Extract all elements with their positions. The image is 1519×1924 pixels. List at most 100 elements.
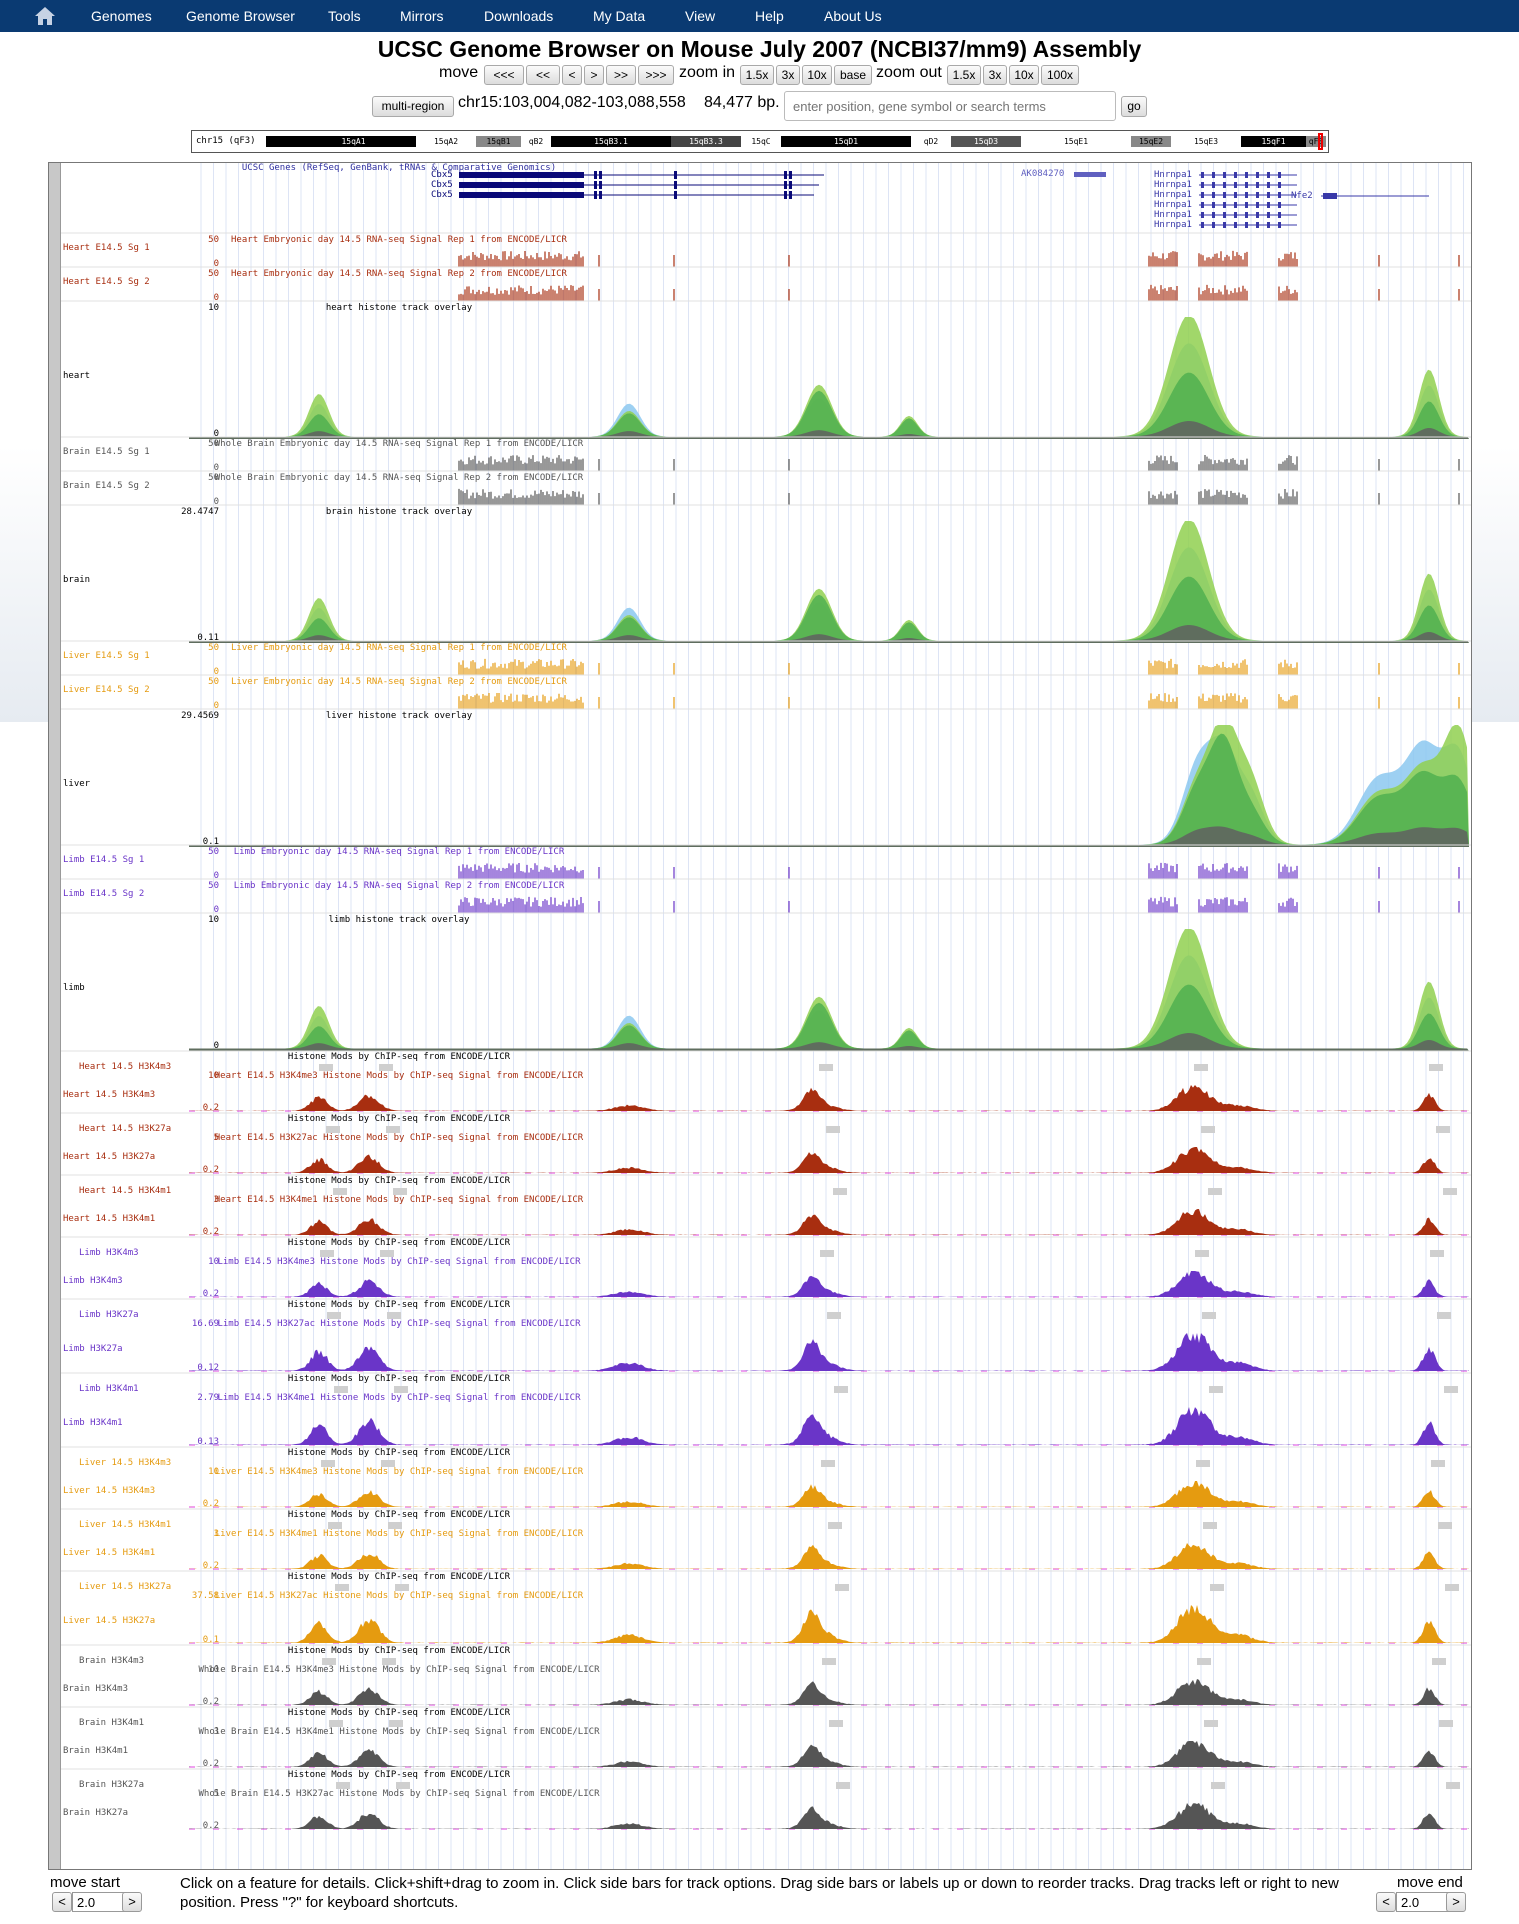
track-min: 0 (213, 293, 219, 303)
gene-exon (1234, 202, 1237, 208)
gene-label-hnrnpa1[interactable]: Hnrnpa1 (1154, 170, 1192, 180)
move-end-left-button[interactable]: < (1376, 1892, 1396, 1912)
zoom-out-100x-button[interactable]: 100x (1041, 65, 1079, 85)
home-icon[interactable] (34, 6, 56, 26)
band-cen (266, 136, 306, 147)
track-label-1[interactable]: Heart E14.5 Sg 2 (63, 277, 150, 287)
histone-peak-label-6[interactable]: Liver 14.5 H3K4m3 (79, 1458, 172, 1468)
peak-call (1196, 1460, 1210, 1467)
nav-my-data[interactable]: My Data (593, 8, 646, 24)
nav-tools[interactable]: Tools (328, 8, 361, 24)
track-label-0[interactable]: Heart E14.5 Sg 1 (63, 243, 150, 253)
histone-peak-label-7[interactable]: Liver 14.5 H3K4m1 (79, 1520, 172, 1530)
go-button[interactable]: go (1121, 96, 1147, 117)
gene-label-hnrnpa1[interactable]: Hnrnpa1 (1154, 190, 1192, 200)
nav-downloads[interactable]: Downloads (484, 8, 554, 24)
gene-label-nfe2[interactable]: Nfe2 (1291, 191, 1313, 201)
track-label-5[interactable]: brain (63, 575, 91, 585)
track-label-8[interactable]: liver (63, 779, 91, 789)
histone-track-label-0[interactable]: Heart 14.5 H3K4m3 (63, 1090, 156, 1100)
move-right-more-button[interactable]: >> (606, 65, 636, 85)
track-label-7[interactable]: Liver E14.5 Sg 2 (63, 685, 150, 695)
nav-genome-browser[interactable]: Genome Browser (186, 8, 295, 24)
histone-track-label-11[interactable]: Brain H3K27a (63, 1808, 129, 1818)
zoom-in-1-5x-button[interactable]: 1.5x (740, 65, 774, 85)
histone-track-label-8[interactable]: Liver 14.5 H3K27a (63, 1616, 156, 1626)
gene-exon (789, 181, 792, 189)
track-label-11[interactable]: limb (63, 983, 85, 993)
multi-region-button[interactable]: multi-region (372, 96, 454, 117)
move-end-right-button[interactable]: > (1446, 1892, 1466, 1912)
histone-track-label-10[interactable]: Brain H3K4m1 (63, 1746, 129, 1756)
histone-peak-label-1[interactable]: Heart 14.5 H3K27a (79, 1124, 172, 1134)
track-label-2[interactable]: heart (63, 371, 91, 381)
peak-call (1197, 1658, 1211, 1665)
histone-peak-label-9[interactable]: Brain H3K4m3 (79, 1656, 145, 1666)
track-label-3[interactable]: Brain E14.5 Sg 1 (63, 447, 150, 457)
track-label-9[interactable]: Limb E14.5 Sg 1 (63, 855, 145, 865)
gene-label-hnrnpa1[interactable]: Hnrnpa1 (1154, 210, 1192, 220)
gene-label-cbx5[interactable]: Cbx5 (431, 170, 453, 180)
search-input[interactable] (784, 91, 1116, 121)
move-far-right-button[interactable]: >>> (638, 65, 674, 85)
track-side-bars[interactable] (49, 163, 61, 1869)
peak-call (834, 1386, 848, 1393)
histone-track-title: Liver E14.5 H3K27ac Histone Mods by ChIP… (214, 1591, 584, 1601)
nav-mirrors[interactable]: Mirrors (400, 8, 444, 24)
gene-label-hnrnpa1[interactable]: Hnrnpa1 (1154, 220, 1192, 230)
histone-min: 0.2 (202, 1289, 219, 1299)
move-start-right-button[interactable]: > (122, 1892, 142, 1912)
gene-label-cbx5[interactable]: Cbx5 (431, 190, 453, 200)
move-left-button[interactable]: < (562, 65, 582, 85)
move-left-more-button[interactable]: << (526, 65, 560, 85)
histone-track-label-1[interactable]: Heart 14.5 H3K27a (63, 1152, 156, 1162)
histone-peak-label-0[interactable]: Heart 14.5 H3K4m3 (79, 1062, 172, 1072)
move-far-left-button[interactable]: <<< (484, 65, 524, 85)
histone-peak-label-11[interactable]: Brain H3K27a (79, 1780, 145, 1790)
track-label-10[interactable]: Limb E14.5 Sg 2 (63, 889, 145, 899)
nav-help[interactable]: Help (755, 8, 784, 24)
rna-4-signal (458, 488, 1460, 505)
zoom-base-button[interactable]: base (834, 65, 872, 85)
zoom-in-3x-button[interactable]: 3x (776, 65, 800, 85)
nav-view[interactable]: View (685, 8, 716, 24)
nav-about-us[interactable]: About Us (824, 8, 882, 24)
histone-track-label-9[interactable]: Brain H3K4m3 (63, 1684, 129, 1694)
histone-peak-label-4[interactable]: Limb H3K27a (79, 1310, 139, 1320)
histone-peak-label-10[interactable]: Brain H3K4m1 (79, 1718, 145, 1728)
zoom-in-10x-button[interactable]: 10x (802, 65, 832, 85)
histone-track-label-5[interactable]: Limb H3K4m1 (63, 1418, 123, 1428)
histone-track-title: Limb E14.5 H3K4me3 Histone Mods by ChIP-… (217, 1257, 581, 1267)
histone-peak-label-5[interactable]: Limb H3K4m1 (79, 1384, 139, 1394)
histone-peak-label-3[interactable]: Limb H3K4m3 (79, 1248, 139, 1258)
zoom-out-1-5x-button[interactable]: 1.5x (947, 65, 981, 85)
histone-min: 0.2 (202, 1561, 219, 1571)
move-start-left-button[interactable]: < (52, 1892, 72, 1912)
histone-peak-label-2[interactable]: Heart 14.5 H3K4m1 (79, 1186, 172, 1196)
track-image[interactable]: UCSC Genes (RefSeq, GenBank, tRNAs & Com… (48, 162, 1472, 1870)
zoom-out-3x-button[interactable]: 3x (983, 65, 1007, 85)
histone-track-title: Heart E14.5 H3K4me3 Histone Mods by ChIP… (214, 1071, 584, 1081)
move-right-button[interactable]: > (584, 65, 604, 85)
zoom-out-10x-button[interactable]: 10x (1009, 65, 1039, 85)
histone-track-label-3[interactable]: Limb H3K4m3 (63, 1276, 123, 1286)
histone-track-label-4[interactable]: Limb H3K27a (63, 1344, 123, 1354)
gene-label-ak084270[interactable]: AK084270 (1021, 169, 1065, 179)
gene-exon (594, 191, 597, 199)
histone-track-label-7[interactable]: Liver 14.5 H3K4m1 (63, 1548, 156, 1558)
gene-label-hnrnpa1[interactable]: Hnrnpa1 (1154, 200, 1192, 210)
gene-label-hnrnpa1[interactable]: Hnrnpa1 (1154, 180, 1192, 190)
chrom-label: chr15 (qF3) (196, 136, 256, 146)
track-min: 0 (213, 463, 219, 473)
peak-call (329, 1720, 343, 1727)
track-label-6[interactable]: Liver E14.5 Sg 1 (63, 651, 150, 661)
histone-peak-label-8[interactable]: Liver 14.5 H3K27a (79, 1582, 172, 1592)
gene-label-cbx5[interactable]: Cbx5 (431, 180, 453, 190)
histone-track-label-6[interactable]: Liver 14.5 H3K4m3 (63, 1486, 156, 1496)
nav-genomes[interactable]: Genomes (91, 8, 152, 24)
gene-exon (1267, 212, 1270, 218)
current-region-marker (1318, 133, 1323, 150)
track-label-4[interactable]: Brain E14.5 Sg 2 (63, 481, 150, 491)
chromosome-ideogram[interactable]: chr15 (qF3) 15qA1 15qA2 15qB1 qB2 15qB3.… (191, 130, 1329, 153)
histone-track-label-2[interactable]: Heart 14.5 H3K4m1 (63, 1214, 156, 1224)
